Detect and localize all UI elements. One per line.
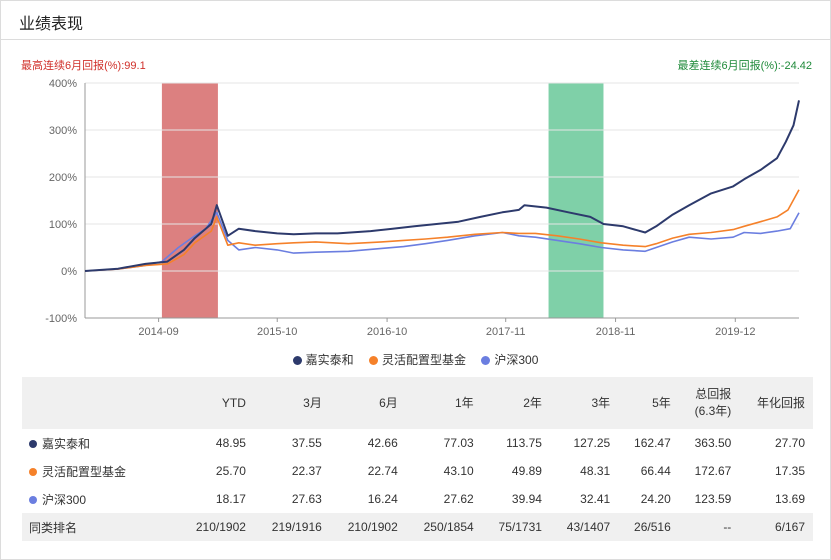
cell-2y: 113.75 bbox=[506, 436, 542, 450]
cell-3y: 127.25 bbox=[573, 436, 611, 450]
worst-6m-value: -24.42 bbox=[780, 60, 812, 72]
cell-5y: 24.20 bbox=[640, 492, 671, 506]
cell-3m: 37.55 bbox=[291, 436, 322, 450]
rank-5y: 26/516 bbox=[618, 513, 679, 541]
header-ytd: YTD bbox=[178, 377, 254, 429]
cell-1y: 43.10 bbox=[443, 464, 474, 478]
rank-total: -- bbox=[678, 513, 740, 541]
x-tick-label: 2017-11 bbox=[486, 326, 526, 338]
x-tick-label: 2015-10 bbox=[257, 326, 297, 338]
legend-label-fund: 嘉实泰和 bbox=[305, 353, 354, 367]
legend-dot-category bbox=[368, 356, 378, 365]
worst-6m-label: 最差连续6月回报(%): bbox=[677, 60, 781, 72]
rank-label: 同类排名 bbox=[22, 513, 178, 541]
cell-2y: 39.94 bbox=[511, 492, 542, 506]
y-tick-label: 0% bbox=[61, 266, 77, 278]
table-row: 嘉实泰和 48.95 37.55 42.66 77.03 113.75 127.… bbox=[22, 429, 813, 457]
x-tick-label: 2019-12 bbox=[715, 326, 755, 338]
cell-3m: 27.63 bbox=[291, 492, 322, 506]
cell-ytd: 48.95 bbox=[215, 436, 246, 450]
cell-ytd: 18.17 bbox=[215, 492, 246, 506]
rank-annualized: 6/167 bbox=[739, 513, 813, 541]
header-2y: 2年 bbox=[481, 377, 550, 429]
header-blank bbox=[22, 377, 178, 429]
row-name: 灵活配置型基金 bbox=[42, 464, 127, 479]
row-name-cell: 灵活配置型基金 bbox=[22, 457, 178, 485]
rank-1y: 250/1854 bbox=[405, 513, 482, 541]
header-6m: 6月 bbox=[329, 377, 406, 429]
y-tick-label: -100% bbox=[45, 313, 77, 325]
legend-item-index[interactable]: 沪深300 bbox=[481, 351, 538, 368]
panel-title: 业绩表现 bbox=[19, 16, 84, 33]
cell-5y: 162.47 bbox=[634, 436, 671, 450]
header-annualized: 年化回报 bbox=[739, 377, 813, 429]
y-tick-label: 200% bbox=[49, 172, 77, 184]
cell-1y: 77.03 bbox=[443, 436, 474, 450]
rank-3m: 219/1916 bbox=[253, 513, 330, 541]
table-row: 沪深300 18.17 27.63 16.24 27.62 39.94 32.4… bbox=[22, 485, 813, 513]
worst-6m-return: 最差连续6月回报(%):-24.42 bbox=[678, 57, 812, 73]
best-6m-label: 最高连续6月回报(%): bbox=[21, 60, 125, 72]
row-name-cell: 沪深300 bbox=[22, 485, 178, 513]
worst-period-band bbox=[548, 83, 604, 318]
rank-ytd: 210/1902 bbox=[178, 513, 254, 541]
row-name: 嘉实泰和 bbox=[42, 436, 91, 451]
cell-total: 172.67 bbox=[694, 464, 732, 478]
legend-label-index: 沪深300 bbox=[494, 353, 539, 367]
header-1y: 1年 bbox=[405, 377, 482, 429]
cell-3y: 48.31 bbox=[580, 464, 611, 478]
best-6m-return: 最高连续6月回报(%):99.1 bbox=[21, 57, 146, 73]
rank-6m: 210/1902 bbox=[329, 513, 406, 541]
cell-total: 123.59 bbox=[694, 492, 732, 506]
row-name-cell: 嘉实泰和 bbox=[22, 429, 178, 457]
series-dot bbox=[29, 439, 37, 448]
series-dot bbox=[29, 467, 37, 476]
header-3m: 3月 bbox=[253, 377, 330, 429]
x-tick-label: 2014-09 bbox=[138, 326, 178, 338]
cell-2y: 49.89 bbox=[511, 464, 542, 478]
header-total: 总回报 (6.3年) bbox=[678, 377, 740, 429]
cell-total: 363.50 bbox=[694, 436, 732, 450]
best-period-band bbox=[161, 83, 218, 318]
panel-header: 业绩表现 bbox=[1, 1, 830, 40]
cell-1y: 27.62 bbox=[443, 492, 474, 506]
cell-annualized: 17.35 bbox=[774, 464, 805, 478]
cell-6m: 22.74 bbox=[367, 464, 398, 478]
x-tick-label: 2018-11 bbox=[596, 326, 636, 338]
cell-6m: 42.66 bbox=[367, 436, 398, 450]
legend-dot-index bbox=[481, 356, 491, 365]
returns-table: YTD 3月 6月 1年 2年 3年 5年 总回报 (6.3年) 年化回报 嘉实… bbox=[22, 377, 813, 541]
cell-6m: 16.24 bbox=[367, 492, 398, 506]
header-5y: 5年 bbox=[618, 377, 679, 429]
best-6m-value: 99.1 bbox=[124, 60, 146, 72]
cell-3y: 32.41 bbox=[580, 492, 611, 506]
cell-ytd: 25.70 bbox=[215, 464, 246, 478]
rank-2y: 75/1731 bbox=[481, 513, 550, 541]
returns-header-row: YTD 3月 6月 1年 2年 3年 5年 总回报 (6.3年) 年化回报 bbox=[22, 377, 813, 429]
cell-5y: 66.44 bbox=[640, 464, 671, 478]
legend-item-category[interactable]: 灵活配置型基金 bbox=[368, 351, 466, 368]
row-name: 沪深300 bbox=[42, 492, 87, 507]
rank-3y: 43/1407 bbox=[549, 513, 619, 541]
legend-dot-fund bbox=[292, 356, 302, 365]
legend-label-category: 灵活配置型基金 bbox=[381, 353, 466, 367]
chart-legend: 嘉实泰和 灵活配置型基金 沪深300 bbox=[1, 351, 830, 368]
cell-annualized: 13.69 bbox=[774, 492, 805, 506]
header-3y: 3年 bbox=[549, 377, 619, 429]
cell-3m: 22.37 bbox=[291, 464, 322, 478]
cell-annualized: 27.70 bbox=[774, 436, 805, 450]
rank-row: 同类排名 210/1902 219/1916 210/1902 250/1854… bbox=[22, 513, 813, 541]
series-line-fund bbox=[84, 100, 800, 272]
x-tick-label: 2016-10 bbox=[367, 326, 407, 338]
series-line-category bbox=[84, 189, 800, 272]
series-dot bbox=[29, 495, 37, 504]
performance-chart: 400% 300% 200% 100% 0% -100% 2014-09 2015-10 201… bbox=[45, 78, 800, 338]
y-tick-label: 100% bbox=[49, 219, 77, 231]
legend-item-fund[interactable]: 嘉实泰和 bbox=[292, 351, 354, 368]
table-row: 灵活配置型基金 25.70 22.37 22.74 43.10 49.89 48… bbox=[22, 457, 813, 485]
y-tick-label: 400% bbox=[49, 78, 77, 90]
y-tick-label: 300% bbox=[49, 125, 77, 137]
